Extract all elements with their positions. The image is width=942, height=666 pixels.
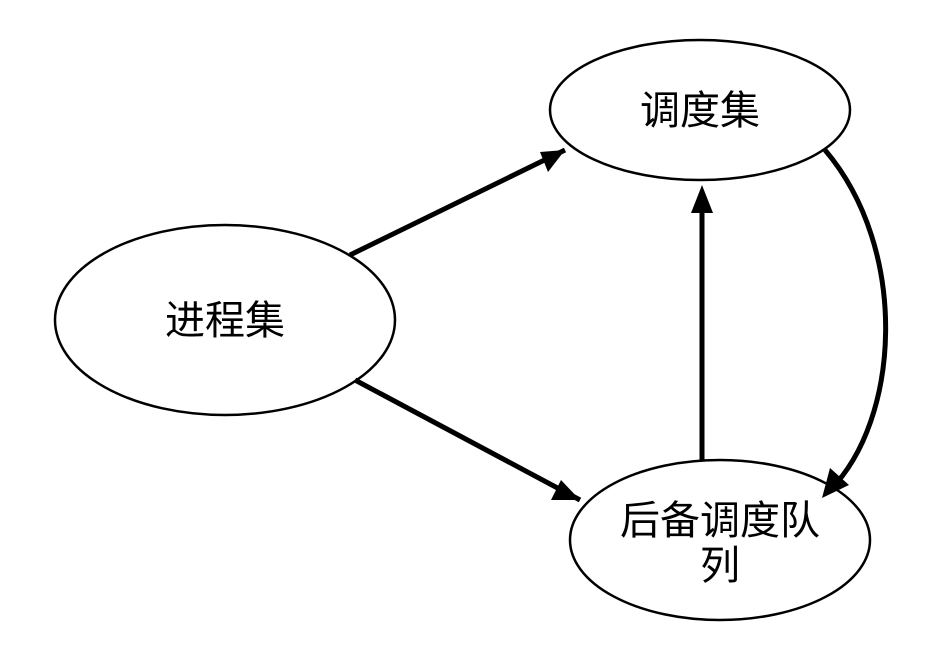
edge-process-to-backup xyxy=(355,380,580,500)
diagram-canvas: 进程集 调度集 后备调度队 列 xyxy=(0,0,942,666)
node-backup-queue: 后备调度队 列 xyxy=(570,460,870,620)
edge-backup-to-schedule xyxy=(691,185,713,460)
label-process-set: 进程集 xyxy=(165,298,285,343)
label-backup-queue-line1: 后备调度队 xyxy=(620,498,820,543)
label-backup-queue-line2: 列 xyxy=(700,543,740,588)
edge-process-to-schedule xyxy=(350,150,565,255)
label-schedule-set: 调度集 xyxy=(640,88,760,133)
node-process-set: 进程集 xyxy=(55,225,395,415)
node-schedule-set: 调度集 xyxy=(550,40,850,180)
edge-schedule-to-backup xyxy=(822,150,886,498)
